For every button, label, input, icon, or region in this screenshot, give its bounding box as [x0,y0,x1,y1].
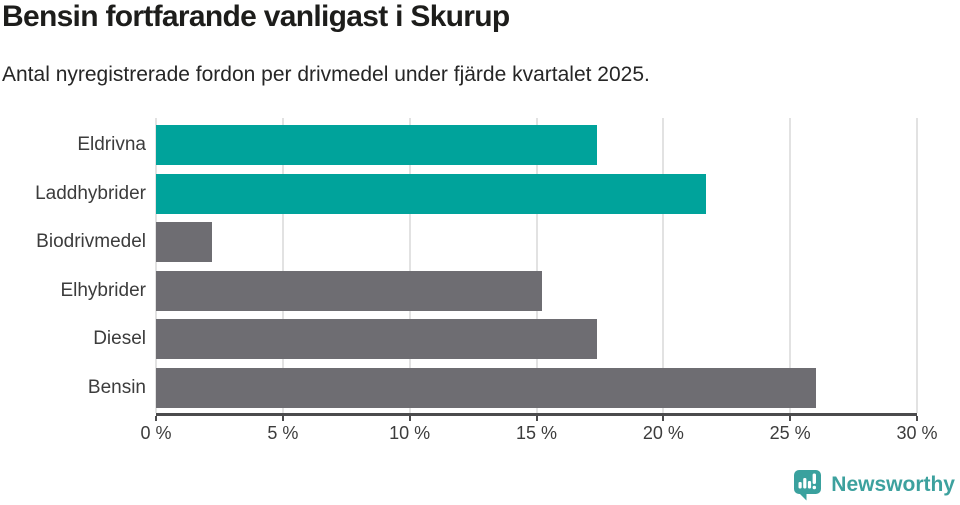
bar-eldrivna [156,125,598,165]
x-tick-label-5: 5 % [267,423,299,443]
gridline-20 [662,118,665,413]
x-tick-15 [535,416,538,421]
bar-chart-plot-area [155,118,918,416]
bar-bensin [156,368,816,408]
category-label-laddhybrider: Laddhybrider [35,182,146,204]
gridline-10 [408,118,411,413]
newsworthy-logo: Newsworthy [792,468,955,501]
x-tick-label-20: 20 % [642,423,684,443]
category-label-bensin: Bensin [87,377,146,398]
x-tick-label-25: 25 % [769,423,811,443]
x-axis: 0 % 5 % 10 % 15 % 20 % 25 % 30 % [140,416,938,456]
x-tick-25 [789,416,792,421]
x-tick-20 [662,416,665,421]
x-tick-5 [281,416,284,421]
category-axis: Eldrivna Laddhybrider Biodrivmedel Elhybrid… [0,118,146,413]
category-label-biodrivmedel: Biodrivmedel [36,231,146,253]
x-tick-label-10: 10 % [389,423,431,443]
category-label-diesel: Diesel [93,328,146,350]
bar-laddhybrider [156,173,707,214]
x-tick-0 [155,416,157,421]
gridline-5 [281,118,284,413]
newsworthy-speech-bubble-chart-icon [794,470,822,501]
x-tick-label-30: 30 % [896,423,938,443]
bar-biodrivmedel [156,222,212,263]
newsworthy-wordmark: Newsworthy [831,472,955,496]
category-label-elhybrider: Elhybrider [60,279,146,301]
bar-elhybrider [156,270,542,311]
x-tick-10 [408,416,411,421]
bar-diesel [156,319,598,360]
chart-title: Bensin fortfarande vanligast i Skurup [2,0,510,33]
gridline-25 [789,118,792,413]
x-tick-label-15: 15 % [515,423,558,443]
gridline-30 [916,118,918,413]
gridline-15 [535,118,538,413]
gridline-0 [155,118,157,413]
x-tick-30 [916,416,918,421]
x-tick-label-0: 0 % [140,423,172,443]
chart-subtitle: Antal nyregistrerade fordon per drivmede… [2,63,650,86]
category-label-eldrivna: Eldrivna [77,134,146,155]
